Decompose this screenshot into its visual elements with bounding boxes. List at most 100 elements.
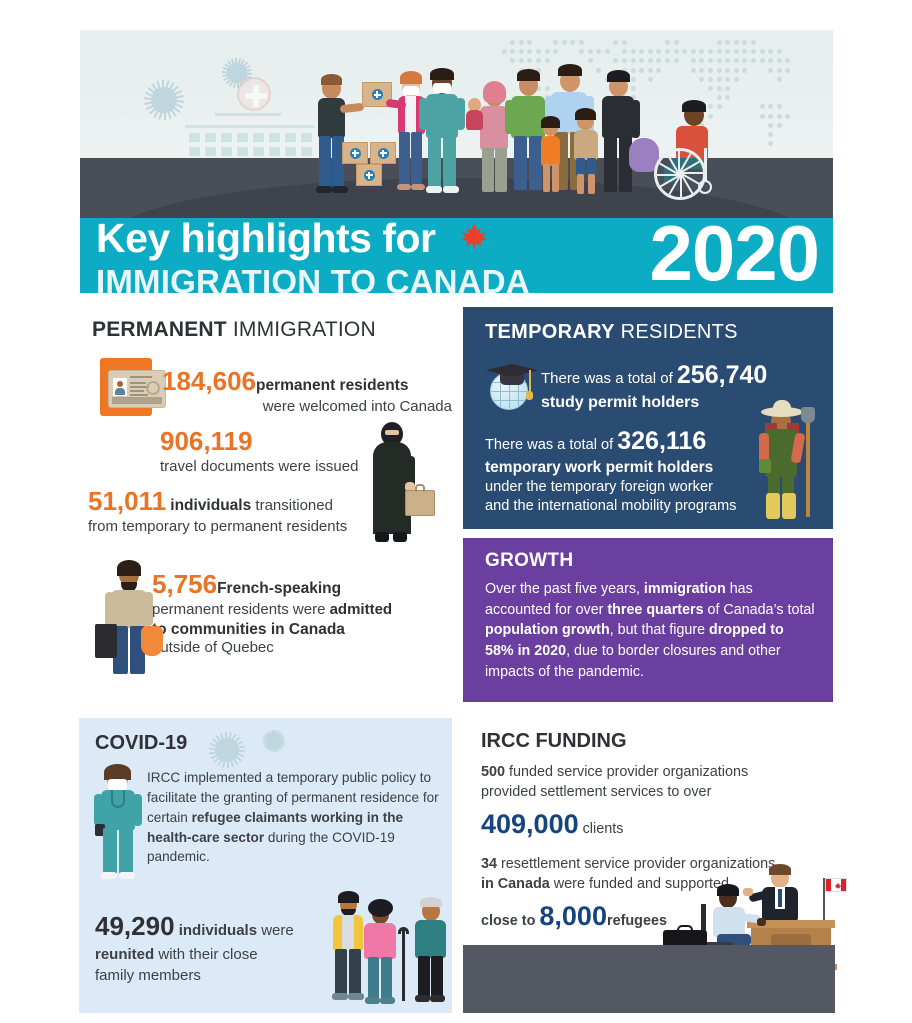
header-teal-band: [80, 218, 833, 293]
coronavirus-icon: [220, 56, 254, 90]
stat-number: 5,756: [152, 569, 218, 599]
covid-p1: IRCC implemented a temporary public poli…: [147, 770, 439, 825]
growth-p4: , but that figure: [609, 622, 710, 639]
boy-tan-figure: [568, 108, 604, 198]
stat-detail-bold: admitted: [329, 601, 393, 619]
stat-study-permit-holders: There was a total of 256,740 study permi…: [541, 359, 819, 413]
temporary-residents-title: TEMPORARY RESIDENTS: [485, 321, 738, 344]
growth-title: GROWTH: [485, 550, 574, 571]
covid-paragraph: IRCC implemented a temporary public poli…: [147, 768, 442, 867]
farm-worker-icon: [751, 399, 819, 521]
covid-19-section: COVID-19 IRCC implemented a temporary pu…: [79, 718, 452, 1013]
permanent-immigration-title: PERMANENT IMMIGRATION: [92, 318, 376, 342]
supply-box-icon: [356, 164, 382, 186]
stat-detail-line2: temporary work permit holders: [485, 458, 714, 476]
growth-p3: of Canada’s total: [703, 601, 815, 618]
stat-bold-label-2: reunited: [95, 946, 155, 964]
coronavirus-icon: [207, 730, 247, 770]
person-with-bags-icon: [95, 560, 163, 682]
stat-tail: were: [257, 922, 294, 939]
volunteer-man-figure: [308, 74, 365, 194]
ircc-t4: resettlement service provider organizati…: [497, 856, 776, 872]
ircc-t5: were funded and supported: [549, 876, 729, 893]
shovel-blade-icon: [801, 407, 815, 423]
header-title-line2: IMMIGRATION TO CANADA: [96, 263, 530, 293]
ircc-photo-band: [463, 945, 835, 1013]
header-year: 2020: [649, 209, 820, 293]
stat-detail-line3: family members: [95, 967, 201, 985]
stat-transitioned: 51,011 individuals transitioned from tem…: [88, 485, 398, 537]
stat-bold-label: individuals: [174, 922, 258, 939]
stat-bold-label: French-speaking: [217, 580, 342, 597]
header-title-line1: Key highlights for: [96, 215, 436, 261]
stat-detail-line3: under the temporary foreign worker: [485, 478, 713, 495]
growth-section: GROWTH Over the past five years, immigra…: [463, 538, 833, 702]
girl-orange-figure: [535, 116, 567, 198]
ircc-b1: 500: [481, 764, 506, 780]
ircc-b3: in Canada: [481, 876, 550, 893]
ircc-t2: provided settlement services to over: [481, 784, 712, 801]
growth-b1: immigration: [643, 581, 726, 597]
canada-flag-icon: [825, 878, 847, 892]
permanent-title-light: IMMIGRATION: [226, 318, 376, 341]
cane-icon: [402, 929, 405, 1001]
man-green-shirt-figure: [505, 66, 555, 196]
supply-box-icon: [342, 142, 368, 164]
clipboard-icon: [95, 824, 105, 836]
coronavirus-icon: [261, 728, 287, 754]
stat-number: 256,740: [676, 361, 768, 389]
shovel-handle-icon: [806, 417, 810, 517]
ircc-b4: close to: [481, 912, 540, 929]
stat-work-permit-holders: There was a total of 326,116 temporary w…: [485, 425, 785, 516]
stat-detail-line4: outside of Quebec: [152, 639, 274, 657]
mother-with-baby-figure: [466, 76, 518, 196]
growth-b2: three quarters: [607, 601, 704, 618]
stat-bold-label: permanent residents: [255, 377, 409, 394]
growth-p2: has accounted for over: [485, 581, 753, 618]
coronavirus-icon: [142, 78, 186, 122]
stat-detail: were welcomed into Canada: [262, 398, 452, 416]
stat-french-speaking: 5,756French-speaking permanent residents…: [152, 568, 442, 658]
growth-b4: dropped to 58% in 2020: [485, 622, 784, 660]
maple-leaf-icon: [460, 222, 488, 252]
sun-hat-icon: [761, 407, 803, 417]
graduation-cap-globe-icon: [486, 358, 540, 412]
ircc-number-clients: 409,000: [481, 808, 579, 839]
stat-detail: travel documents were issued: [160, 458, 359, 476]
stethoscope-icon: [111, 790, 125, 808]
ircc-funding-title: IRCC FUNDING: [481, 730, 627, 752]
traveler-with-suitcase-icon: [365, 420, 435, 545]
orange-bag-icon: [141, 626, 163, 656]
growth-b3: population growth: [485, 622, 610, 639]
nurse-icon: [93, 764, 145, 886]
header-banner: Key highlights for IMMIGRATION TO CANADA…: [80, 30, 833, 293]
id-card-icon: [100, 358, 166, 420]
stat-permanent-residents: 184,606permanent residents were welcomed…: [162, 365, 452, 417]
stat-detail-line4: and the international mobility programs: [485, 497, 737, 514]
stat-detail-a: permanent residents were: [152, 601, 330, 619]
permanent-immigration-section: PERMANENT IMMIGRATION: [80, 308, 452, 708]
stat-tail-2: with their close: [154, 946, 258, 964]
man-black-shirt-figure: [595, 68, 659, 198]
permanent-title-bold: PERMANENT: [92, 318, 227, 341]
growth-p5: , due to border closures and other impac…: [485, 643, 781, 680]
suitcase-icon: [95, 624, 117, 658]
stat-detail: study permit holders: [541, 393, 700, 411]
covid-p2: during the COVID-19 pandemic.: [147, 829, 395, 865]
service-desk-interview-icon: [663, 864, 847, 978]
growth-p1: Over the past five years,: [485, 581, 644, 597]
supply-box-icon: [370, 142, 396, 164]
stat-number: 49,290: [95, 911, 175, 941]
stat-number: 326,116: [617, 427, 707, 455]
chair-icon: [701, 904, 706, 950]
ircc-number-refugees: 8,000: [539, 900, 607, 931]
stat-reunited: 49,290 individuals were reunited with th…: [95, 908, 305, 986]
stat-number: 51,011: [88, 486, 167, 516]
stat-prefix: There was a total of: [541, 370, 677, 387]
stat-detail-line3: to communities in Canada: [152, 620, 345, 638]
ircc-b2: 34: [481, 856, 498, 872]
stat-number: 906,119: [160, 426, 253, 456]
ircc-t1: funded service provider organizations: [505, 764, 749, 780]
temporary-title-light: RESIDENTS: [614, 321, 738, 343]
